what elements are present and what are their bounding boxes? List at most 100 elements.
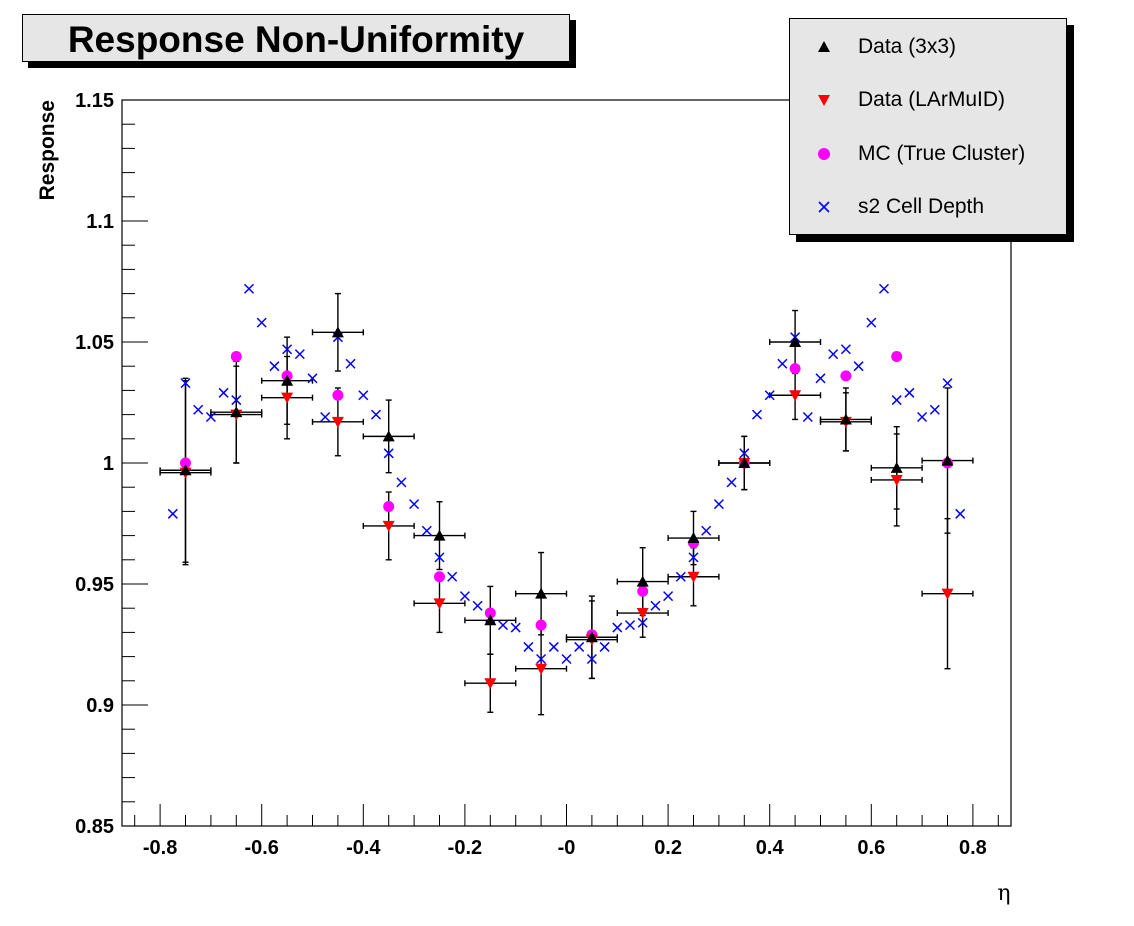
point-data-larmuid (281, 392, 294, 404)
point-s2-cell-depth (370, 409, 382, 420)
point-s2-cell-depth (802, 411, 813, 423)
point-mc-true-cluster (789, 363, 801, 375)
point-data-3x3 (585, 631, 598, 643)
x-tick-label: -0.8 (143, 837, 177, 859)
point-mc-true-cluster (383, 501, 395, 513)
point-s2-cell-depth (955, 508, 966, 519)
point-data-larmuid (789, 390, 802, 402)
y-axis-label: Response (36, 100, 59, 200)
point-s2-cell-depth (256, 317, 267, 328)
point-s2-cell-depth (586, 653, 597, 665)
point-s2-cell-depth (713, 499, 724, 510)
point-s2-cell-depth (917, 411, 928, 423)
data-markers (167, 283, 966, 690)
y-tick-label: 1.1 (86, 211, 114, 233)
point-mc-true-cluster (434, 571, 445, 583)
x-tick-label: 0.8 (959, 837, 987, 859)
y-tick-label: 1.15 (75, 90, 114, 112)
point-mc-true-cluster (891, 351, 903, 363)
point-mc-true-cluster (180, 457, 191, 469)
triangle-down-icon (818, 95, 830, 106)
point-s2-cell-depth (243, 283, 255, 294)
circle-icon (818, 148, 830, 160)
point-s2-cell-depth (269, 361, 280, 372)
point-s2-cell-depth (472, 600, 483, 611)
legend-item-data-3x3: Data (3x3) (790, 27, 1066, 67)
triangle-up-icon (818, 41, 830, 52)
point-data-larmuid (484, 678, 497, 690)
y-tick-label: 1 (103, 453, 114, 475)
legend-label: MC (True Cluster) (858, 142, 1026, 165)
point-s2-cell-depth (701, 525, 712, 536)
axis-tick-labels: -0.8 -0.6 -0.4 -0.2 -0 0.2 0.4 0.6 0.8 0.85 0.9 0.9… (75, 90, 987, 859)
point-s2-cell-depth (358, 390, 369, 401)
point-s2-cell-depth (497, 620, 509, 631)
legend: Data (3x3) Data (LArMuID) MC (True Clust… (789, 18, 1067, 235)
point-data-larmuid (382, 520, 395, 532)
point-s2-cell-depth (510, 622, 521, 633)
point-data-3x3 (738, 457, 751, 468)
point-data-larmuid (331, 416, 344, 428)
point-s2-cell-depth (624, 620, 636, 631)
point-s2-cell-depth (688, 552, 699, 563)
x-axis-label: η (997, 881, 1010, 906)
point-data-larmuid (941, 588, 954, 600)
point-data-3x3 (281, 374, 294, 386)
point-data-3x3 (687, 532, 700, 544)
point-s2-cell-depth (307, 373, 318, 384)
chart-title: Response Non-Uniformity (67, 19, 525, 60)
point-s2-cell-depth (777, 358, 788, 369)
y-tick-label: 0.95 (75, 574, 114, 596)
point-s2-cell-depth (345, 358, 356, 369)
point-s2-cell-depth (828, 349, 839, 360)
point-s2-cell-depth (764, 390, 775, 401)
point-data-3x3 (941, 454, 954, 466)
point-data-3x3 (179, 464, 192, 476)
point-s2-cell-depth (840, 344, 851, 355)
point-mc-true-cluster (230, 351, 242, 363)
point-data-3x3 (331, 326, 344, 338)
point-s2-cell-depth (282, 344, 293, 355)
legend-item-mc-true-cluster: MC (True Cluster) (790, 134, 1066, 174)
point-data-larmuid (890, 474, 903, 486)
x-tick-label: -0.6 (244, 837, 278, 859)
point-data-larmuid (433, 598, 446, 610)
point-s2-cell-depth (459, 591, 470, 602)
point-s2-cell-depth (726, 477, 737, 488)
x-tick-label: 0.4 (756, 837, 785, 859)
point-data-larmuid (636, 608, 649, 620)
point-s2-cell-depth (383, 448, 394, 459)
x-tick-label: 0.2 (654, 837, 682, 859)
point-s2-cell-depth (751, 409, 763, 420)
point-s2-cell-depth (612, 622, 623, 633)
point-mc-true-cluster (332, 389, 344, 401)
point-s2-cell-depth (929, 404, 940, 415)
point-s2-cell-depth (536, 653, 547, 665)
point-s2-cell-depth (523, 641, 534, 652)
point-s2-cell-depth (599, 641, 610, 652)
point-s2-cell-depth (561, 653, 572, 665)
y-tick-label: 0.85 (75, 816, 114, 838)
point-s2-cell-depth (663, 591, 674, 602)
point-s2-cell-depth (891, 395, 902, 406)
point-s2-cell-depth (739, 448, 750, 459)
point-data-3x3 (789, 336, 802, 347)
point-data-3x3 (433, 529, 446, 541)
x-tick-label: -0 (558, 837, 576, 859)
x-tick-label: 0.6 (857, 837, 885, 859)
point-s2-cell-depth (434, 552, 445, 563)
point-mc-true-cluster (637, 585, 649, 597)
point-s2-cell-depth (853, 361, 864, 372)
point-mc-true-cluster (484, 607, 496, 619)
point-s2-cell-depth (294, 349, 305, 360)
error-bars (159, 292, 974, 716)
point-s2-cell-depth (904, 387, 915, 398)
point-s2-cell-depth (878, 283, 890, 294)
point-s2-cell-depth (421, 525, 432, 536)
cross-icon (818, 201, 830, 213)
legend-item-s2-cell-depth: s2 Cell Depth (790, 187, 1066, 227)
point-s2-cell-depth (574, 641, 585, 652)
legend-item-data-larmuid: Data (LArMuID) (790, 80, 1066, 120)
axis-ticks (122, 99, 999, 827)
